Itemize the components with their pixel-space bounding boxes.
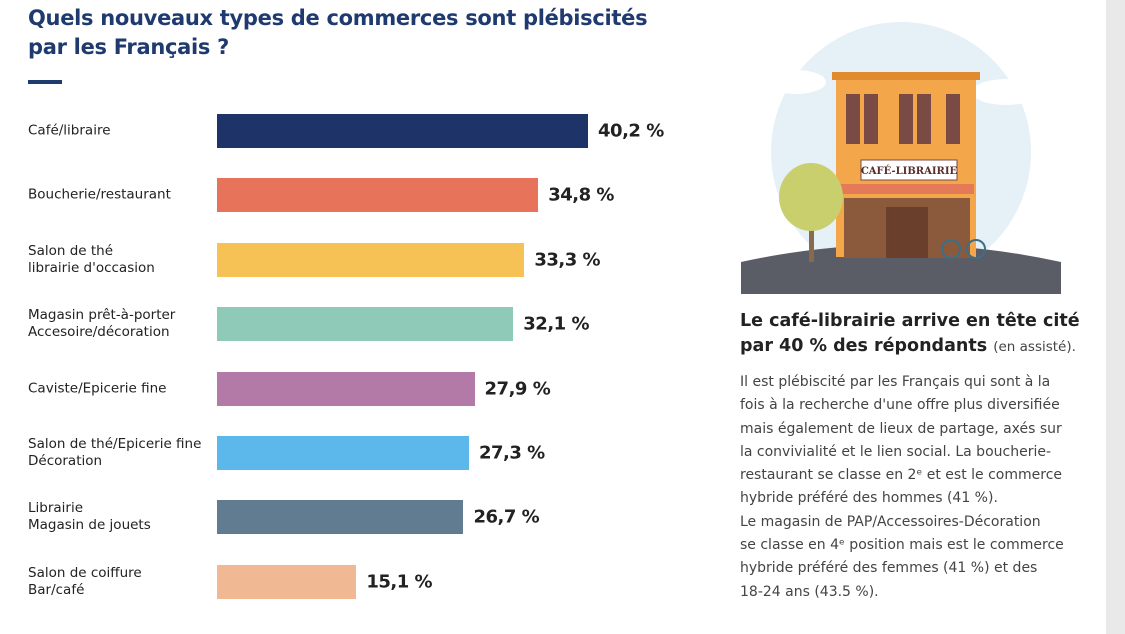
sign-text: CAFÉ-LIBRAIRIE — [861, 165, 958, 177]
bar — [217, 436, 469, 470]
category-label: Salon de coiffure Bar/café — [28, 564, 142, 598]
roof — [832, 72, 980, 80]
bar — [217, 564, 357, 599]
windows — [846, 94, 960, 144]
subheading-text: Le café-librairie arrive en tête cité pa… — [740, 311, 1080, 356]
cloud — [766, 70, 826, 94]
bicycle — [941, 239, 961, 259]
value-label: 34,8 % — [548, 184, 614, 206]
bar — [217, 114, 589, 148]
cloud — [972, 79, 1040, 105]
category-label: Magasin prêt-à-porter Accesoire/décorati… — [28, 307, 176, 341]
body-line: Il est plébiscité par les Français qui s… — [740, 374, 1051, 390]
category-label: Caviste/Epicerie fine — [28, 380, 167, 397]
door — [886, 207, 928, 258]
category-label: Librairie Magasin de jouets — [28, 500, 151, 534]
tree — [779, 163, 843, 231]
body-line: se classe en 4ᵉ position mais est le com… — [740, 537, 1064, 554]
screen-edge — [1106, 0, 1125, 634]
awning — [838, 184, 974, 194]
bar — [217, 178, 539, 213]
chart-title: Quels nouveaux types de commerces sont p… — [28, 6, 648, 59]
body-line: hybride préféré des femmes (41 %) et des — [740, 560, 1038, 577]
bar — [217, 242, 525, 277]
value-label: 15,1 % — [366, 571, 433, 593]
body-line: 18-24 ans (43.5 %). — [740, 583, 879, 600]
bar — [217, 371, 475, 406]
subheading: Le café-librairie arrive en tête cité pa… — [740, 309, 1090, 360]
body-line: mais également de lieux de partage, axés… — [740, 420, 1062, 437]
body-line: hybride préféré des hommes (41 %). — [740, 490, 998, 507]
value-label: 40,2 % — [598, 120, 664, 142]
subheading-note: (en assisté). — [993, 339, 1076, 355]
illustration: CAFÉ-LIBRAIRIE — [741, 22, 1061, 294]
body-line: restaurant se classe en 2ᵉ et est le com… — [740, 467, 1063, 484]
value-label: 27,9 % — [484, 378, 551, 400]
category-label: Salon de thé/Epicerie fine Décoration — [28, 436, 202, 469]
value-label: 26,7 % — [473, 506, 540, 528]
title-underline — [28, 80, 62, 84]
body-line: fois à la recherche d'une offre plus div… — [740, 397, 1060, 414]
tree-trunk — [809, 207, 814, 262]
bar — [217, 307, 514, 342]
category-label: Salon de thé librairie d'occasion — [28, 242, 155, 276]
value-label: 33,3 % — [534, 249, 601, 271]
category-label: Boucherie/restaurant — [28, 186, 171, 203]
value-label: 27,3 % — [478, 442, 545, 464]
body-text: Il est plébiscité par les Français qui s… — [740, 371, 1110, 604]
category-label: Café/libraire — [28, 122, 111, 139]
value-label: 32,1 % — [523, 313, 589, 335]
bicycle — [966, 239, 986, 259]
bar — [217, 500, 464, 535]
body-line: la convivialité et le lien social. La bo… — [740, 443, 1052, 460]
sign-board — [860, 159, 958, 181]
body-line: Le magasin de PAP/Accessoires-Décoration — [740, 513, 1041, 530]
